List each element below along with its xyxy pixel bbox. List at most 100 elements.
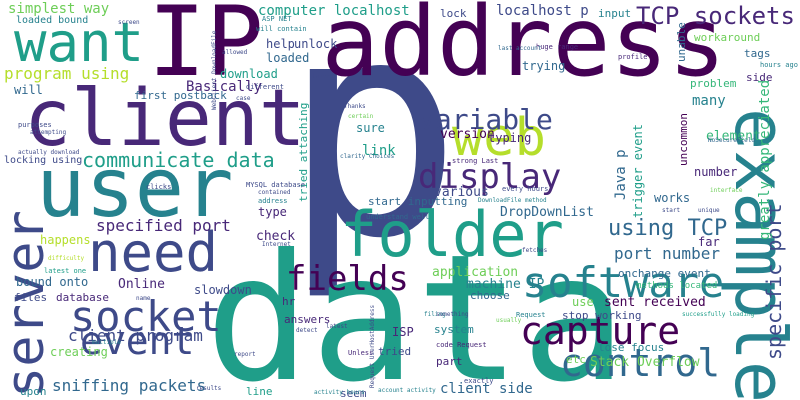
word-software: software (522, 258, 725, 307)
word-event: event (80, 319, 195, 363)
word-will-contain: will contain (256, 25, 307, 33)
word-data: data (205, 218, 627, 400)
word-huge-range: huge range (536, 43, 579, 51)
word-code-request: code Request (436, 341, 487, 349)
word-thanks: Thanks (344, 103, 366, 110)
word-bound-onto: bound onto (16, 275, 89, 289)
word-input: input (598, 7, 632, 20)
word-name: name (136, 295, 151, 302)
word-mysql-database: MYSQL database (246, 181, 306, 189)
word-web: web (452, 108, 546, 168)
word-want: want (14, 11, 145, 74)
word-tried: tried (378, 345, 412, 358)
word-internet: Internet (262, 241, 291, 248)
word-nosecurefield: NoSecureField (708, 137, 755, 144)
word-problem: problem (690, 77, 737, 90)
word-successfully-loading: successfully loading (682, 311, 755, 318)
word-sniffing-packets: sniffing packets (52, 376, 207, 395)
word-user: user (36, 141, 234, 236)
word-latest: latest (326, 323, 348, 330)
word-port-number: port number (614, 244, 720, 263)
word-number: number (694, 165, 738, 179)
word-every-hours: every hours (502, 185, 549, 193)
word-tags: tags (744, 47, 771, 60)
word-greatly-appreciated: greatly appreciated (757, 79, 773, 240)
word-trigger-event: trigger event (631, 124, 645, 218)
word-specified-port: specified port (96, 216, 231, 235)
word-exactly: exactly (464, 377, 494, 385)
word-database: database (56, 291, 109, 304)
word-request-useraddress: Request UserHostAddress (369, 304, 376, 388)
word-seem: seem (340, 387, 367, 400)
word-happens: happens (40, 233, 91, 247)
word-capture: capture (520, 309, 681, 353)
word-ip-address: IP address (148, 0, 726, 98)
word-later: later (312, 73, 331, 80)
word-certain: certain (348, 113, 374, 120)
word-sure: sure (356, 121, 385, 135)
word-filing: filing (424, 311, 446, 318)
word-will: will (14, 83, 43, 97)
word-system: system (434, 323, 474, 336)
word-far: far (698, 235, 720, 249)
word-folder: folder (340, 198, 564, 271)
word-p: p (282, 0, 463, 304)
word-loaded: loaded (266, 51, 310, 65)
word-loaded-bound: loaded bound (16, 15, 89, 26)
word-start-inputting: start inputting (368, 195, 468, 208)
word-client-side: client side (440, 381, 533, 397)
word-clarity-choices: clarity Choices (340, 153, 395, 160)
word-program-using: program using (4, 64, 130, 83)
word-using-tcp: using TCP (608, 216, 728, 241)
word-computer-localhost: computer localhost (258, 3, 410, 19)
word-display: display (418, 157, 562, 197)
word-something: something (436, 311, 469, 318)
word-stop-working: stop working (562, 309, 642, 322)
word-check: check (256, 229, 296, 244)
word-uncommon: uncommon (677, 113, 690, 166)
word-hr: hr (282, 295, 296, 308)
word-client-program: client program (68, 326, 203, 345)
word-socket: socket (70, 292, 222, 341)
word-unique: unique (698, 207, 720, 214)
word-communicate-data: communicate data (82, 148, 275, 172)
word-help: help (266, 37, 295, 51)
word-webclient-downloadfile: WebClient DownloadFile (211, 30, 218, 110)
word-control: control (560, 341, 721, 385)
word-simplest-way: simplest way (8, 1, 110, 17)
word-unlock: unlock (294, 37, 338, 51)
word-latest-one: latest one (44, 267, 87, 275)
word-choose: choose (470, 289, 510, 302)
word-allowed: allowed (222, 49, 248, 56)
word-attempting: attempting (30, 129, 67, 136)
word-use: use (572, 295, 594, 309)
word-type: type (258, 205, 287, 219)
word-first-postback: first postback (134, 89, 227, 102)
word-application: application (432, 265, 519, 280)
word-methods-located: methods located (636, 281, 718, 291)
word-element: element (706, 129, 761, 144)
word-contained: contained (258, 189, 291, 196)
word-strong-last: strong Last (452, 157, 499, 165)
word-creating: creating (50, 345, 108, 359)
word-tcp-sockets: TCP sockets (636, 2, 795, 30)
word-upon: upon (20, 385, 47, 398)
word-different: different (246, 83, 284, 91)
word-link: link (362, 143, 396, 159)
word-results: results (196, 385, 222, 392)
word-files: files (14, 291, 48, 304)
word-unable: unable (675, 22, 688, 62)
word-interface: interface (710, 187, 743, 194)
word-etc: etc (566, 353, 586, 366)
word-side: side (746, 71, 773, 84)
word-report: report (234, 351, 256, 358)
word-part: part (436, 355, 463, 368)
word-need: need (88, 221, 219, 284)
word-address: address (258, 197, 288, 205)
word-locking-using: locking using (4, 155, 83, 166)
word-version: version (440, 127, 495, 142)
word-clicks: clicks (146, 183, 172, 191)
word-purposes: purposes (18, 121, 52, 129)
word-workaround: workaround (694, 31, 761, 44)
word-unless: Unless (348, 349, 374, 357)
